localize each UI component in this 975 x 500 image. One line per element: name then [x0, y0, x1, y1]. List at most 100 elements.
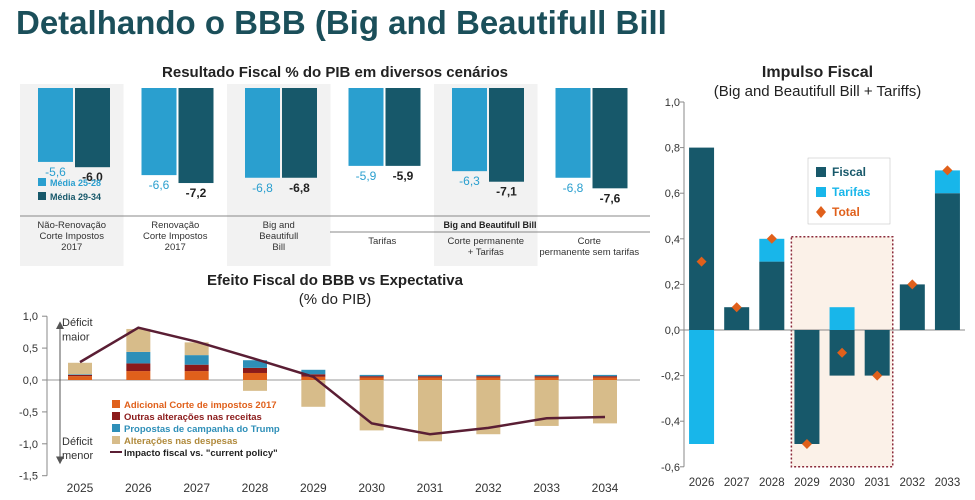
- y-tick-label: 0,0: [23, 375, 38, 387]
- legend-label: Média 29-34: [50, 192, 101, 202]
- bar-propostas-trump: [243, 360, 267, 368]
- bar-propostas-trump: [126, 351, 151, 364]
- x-tick-label: 2030: [358, 481, 385, 495]
- bar-adicional-corte: [126, 371, 151, 380]
- legend-swatch: [816, 206, 826, 218]
- bar-label: -5,9: [356, 169, 377, 183]
- x-tick-label: 2028: [759, 477, 785, 489]
- y-tick-label: 1,0: [23, 311, 38, 323]
- bar-media-29-34: [178, 88, 214, 184]
- y-tick-label: 0,0: [665, 325, 680, 337]
- bar-media-25-28: [348, 88, 384, 166]
- annotation-text: Déficit: [62, 317, 93, 329]
- legend-swatch: [38, 192, 46, 200]
- bar-outras-receitas: [593, 376, 617, 378]
- category-label: Corte Impostos: [40, 231, 105, 242]
- bar-outras-receitas: [184, 364, 209, 372]
- x-tick-label: 2031: [417, 481, 444, 495]
- category-label: Big and: [263, 220, 295, 231]
- legend-label: Alterações nas despesas: [124, 436, 238, 447]
- impulso-chart: 1,0 0,8 0,6 0,4 0,2 0,0 -0,2 -0,4 -0,6 2026 2027 20…: [661, 98, 965, 489]
- bar-alteracoes-despesas: [126, 328, 151, 352]
- bar-fiscal: [794, 330, 820, 444]
- category-label: permanente sem tarifas: [539, 247, 639, 258]
- legend-label: Média 25-28: [50, 178, 101, 188]
- bar-adicional-corte: [184, 371, 209, 380]
- efeito-subtitle: (% do PIB): [298, 291, 372, 308]
- x-tick-label: 2032: [475, 481, 502, 495]
- annotation-text: maior: [62, 331, 90, 343]
- y-tick-label: -0,2: [661, 371, 680, 383]
- bar-label: -6,6: [149, 178, 170, 192]
- bar-adicional-corte: [534, 377, 559, 380]
- legend-label: Fiscal: [832, 165, 866, 179]
- bar-fiscal: [934, 193, 960, 330]
- marker-total: [696, 256, 707, 267]
- category-label: Bill: [272, 242, 285, 253]
- legend-swatch: [112, 424, 120, 432]
- y-tick-label: 0,6: [665, 188, 680, 200]
- bar-media-25-28: [141, 88, 177, 176]
- category-label: Beautifull: [259, 231, 298, 242]
- bar-media-25-28: [245, 88, 280, 178]
- marker-total: [872, 370, 883, 381]
- bar-propostas-trump: [418, 374, 442, 377]
- bar-propostas-trump: [534, 374, 559, 377]
- resultado-title: Resultado Fiscal % do PIB em diversos ce…: [162, 64, 508, 81]
- bar-label: -6,8: [252, 181, 273, 195]
- legend-label: Tarifas: [832, 185, 871, 199]
- y-tick-label: -0,4: [661, 416, 680, 428]
- bar-label: -7,2: [186, 186, 207, 200]
- bar-outras-receitas: [243, 367, 267, 373]
- resultado-chart: -5,6 -6,6 -6,8 -5,9 -6,3 -6,8 -6,0 -7,2 -6,8 -5,9…: [20, 84, 650, 266]
- legend-swatch: [816, 187, 826, 197]
- x-tick-label: 2032: [900, 477, 926, 489]
- bar-media-25-28: [555, 88, 591, 178]
- legend-swatch: [112, 412, 120, 420]
- bar-label: -7,6: [600, 191, 621, 205]
- category-label: Renovação: [151, 220, 199, 231]
- bar-label: -6,8: [289, 181, 310, 195]
- category-label: 2017: [165, 242, 186, 253]
- bar-tarifas: [689, 330, 715, 444]
- bar-outras-receitas: [534, 376, 559, 378]
- y-tick-label: -1,0: [19, 439, 38, 451]
- page-title: Detalhando o BBB (Big and Beautifull Bil…: [16, 4, 667, 41]
- x-tick-label: 2033: [533, 481, 560, 495]
- marker-total: [907, 279, 918, 290]
- bar-media-29-34: [75, 88, 110, 168]
- bar-tarifas: [829, 307, 855, 330]
- bar-label: -7,1: [496, 185, 517, 199]
- efeito-chart: 1,0 0,5 0,0 -0,5 -1,0 -1,5 Déficit maior Déficit…: [19, 311, 640, 495]
- bar-media-29-34: [489, 88, 524, 182]
- bar-outras-receitas: [476, 376, 501, 378]
- arrow-head-up: [56, 321, 64, 329]
- efeito-title: Efeito Fiscal do BBB vs Expectativa: [207, 272, 463, 289]
- bar-alteracoes-despesas: [476, 380, 501, 435]
- bar-propostas-trump: [593, 374, 617, 377]
- y-tick-label: 0,2: [665, 279, 680, 291]
- bar-label: -6,8: [563, 181, 584, 195]
- legend-label: Total: [832, 205, 860, 219]
- bar-fiscal: [759, 261, 785, 330]
- bar-propostas-trump: [476, 374, 501, 377]
- marker-total: [837, 347, 848, 358]
- bar-media-29-34: [385, 88, 421, 166]
- x-tick-label: 2027: [724, 477, 750, 489]
- y-tick-label: -0,5: [19, 407, 38, 419]
- x-tick-label: 2027: [183, 481, 210, 495]
- category-label: Tarifas: [368, 236, 396, 247]
- bar-label: -5,6: [45, 165, 66, 179]
- impulso-title: Impulso Fiscal: [761, 64, 874, 81]
- bar-media-29-34: [592, 88, 628, 189]
- bar-label: -5,9: [393, 169, 414, 183]
- category-label: Corte permanente: [447, 236, 524, 247]
- bar-alteracoes-despesas: [68, 362, 92, 375]
- x-tick-label: 2030: [829, 477, 855, 489]
- bar-fiscal: [689, 147, 715, 330]
- y-tick-label: 0,5: [23, 343, 38, 355]
- bar-fiscal: [899, 284, 925, 330]
- bar-label: -6,3: [459, 174, 480, 188]
- bar-outras-receitas: [68, 374, 92, 377]
- bar-fiscal: [864, 330, 890, 376]
